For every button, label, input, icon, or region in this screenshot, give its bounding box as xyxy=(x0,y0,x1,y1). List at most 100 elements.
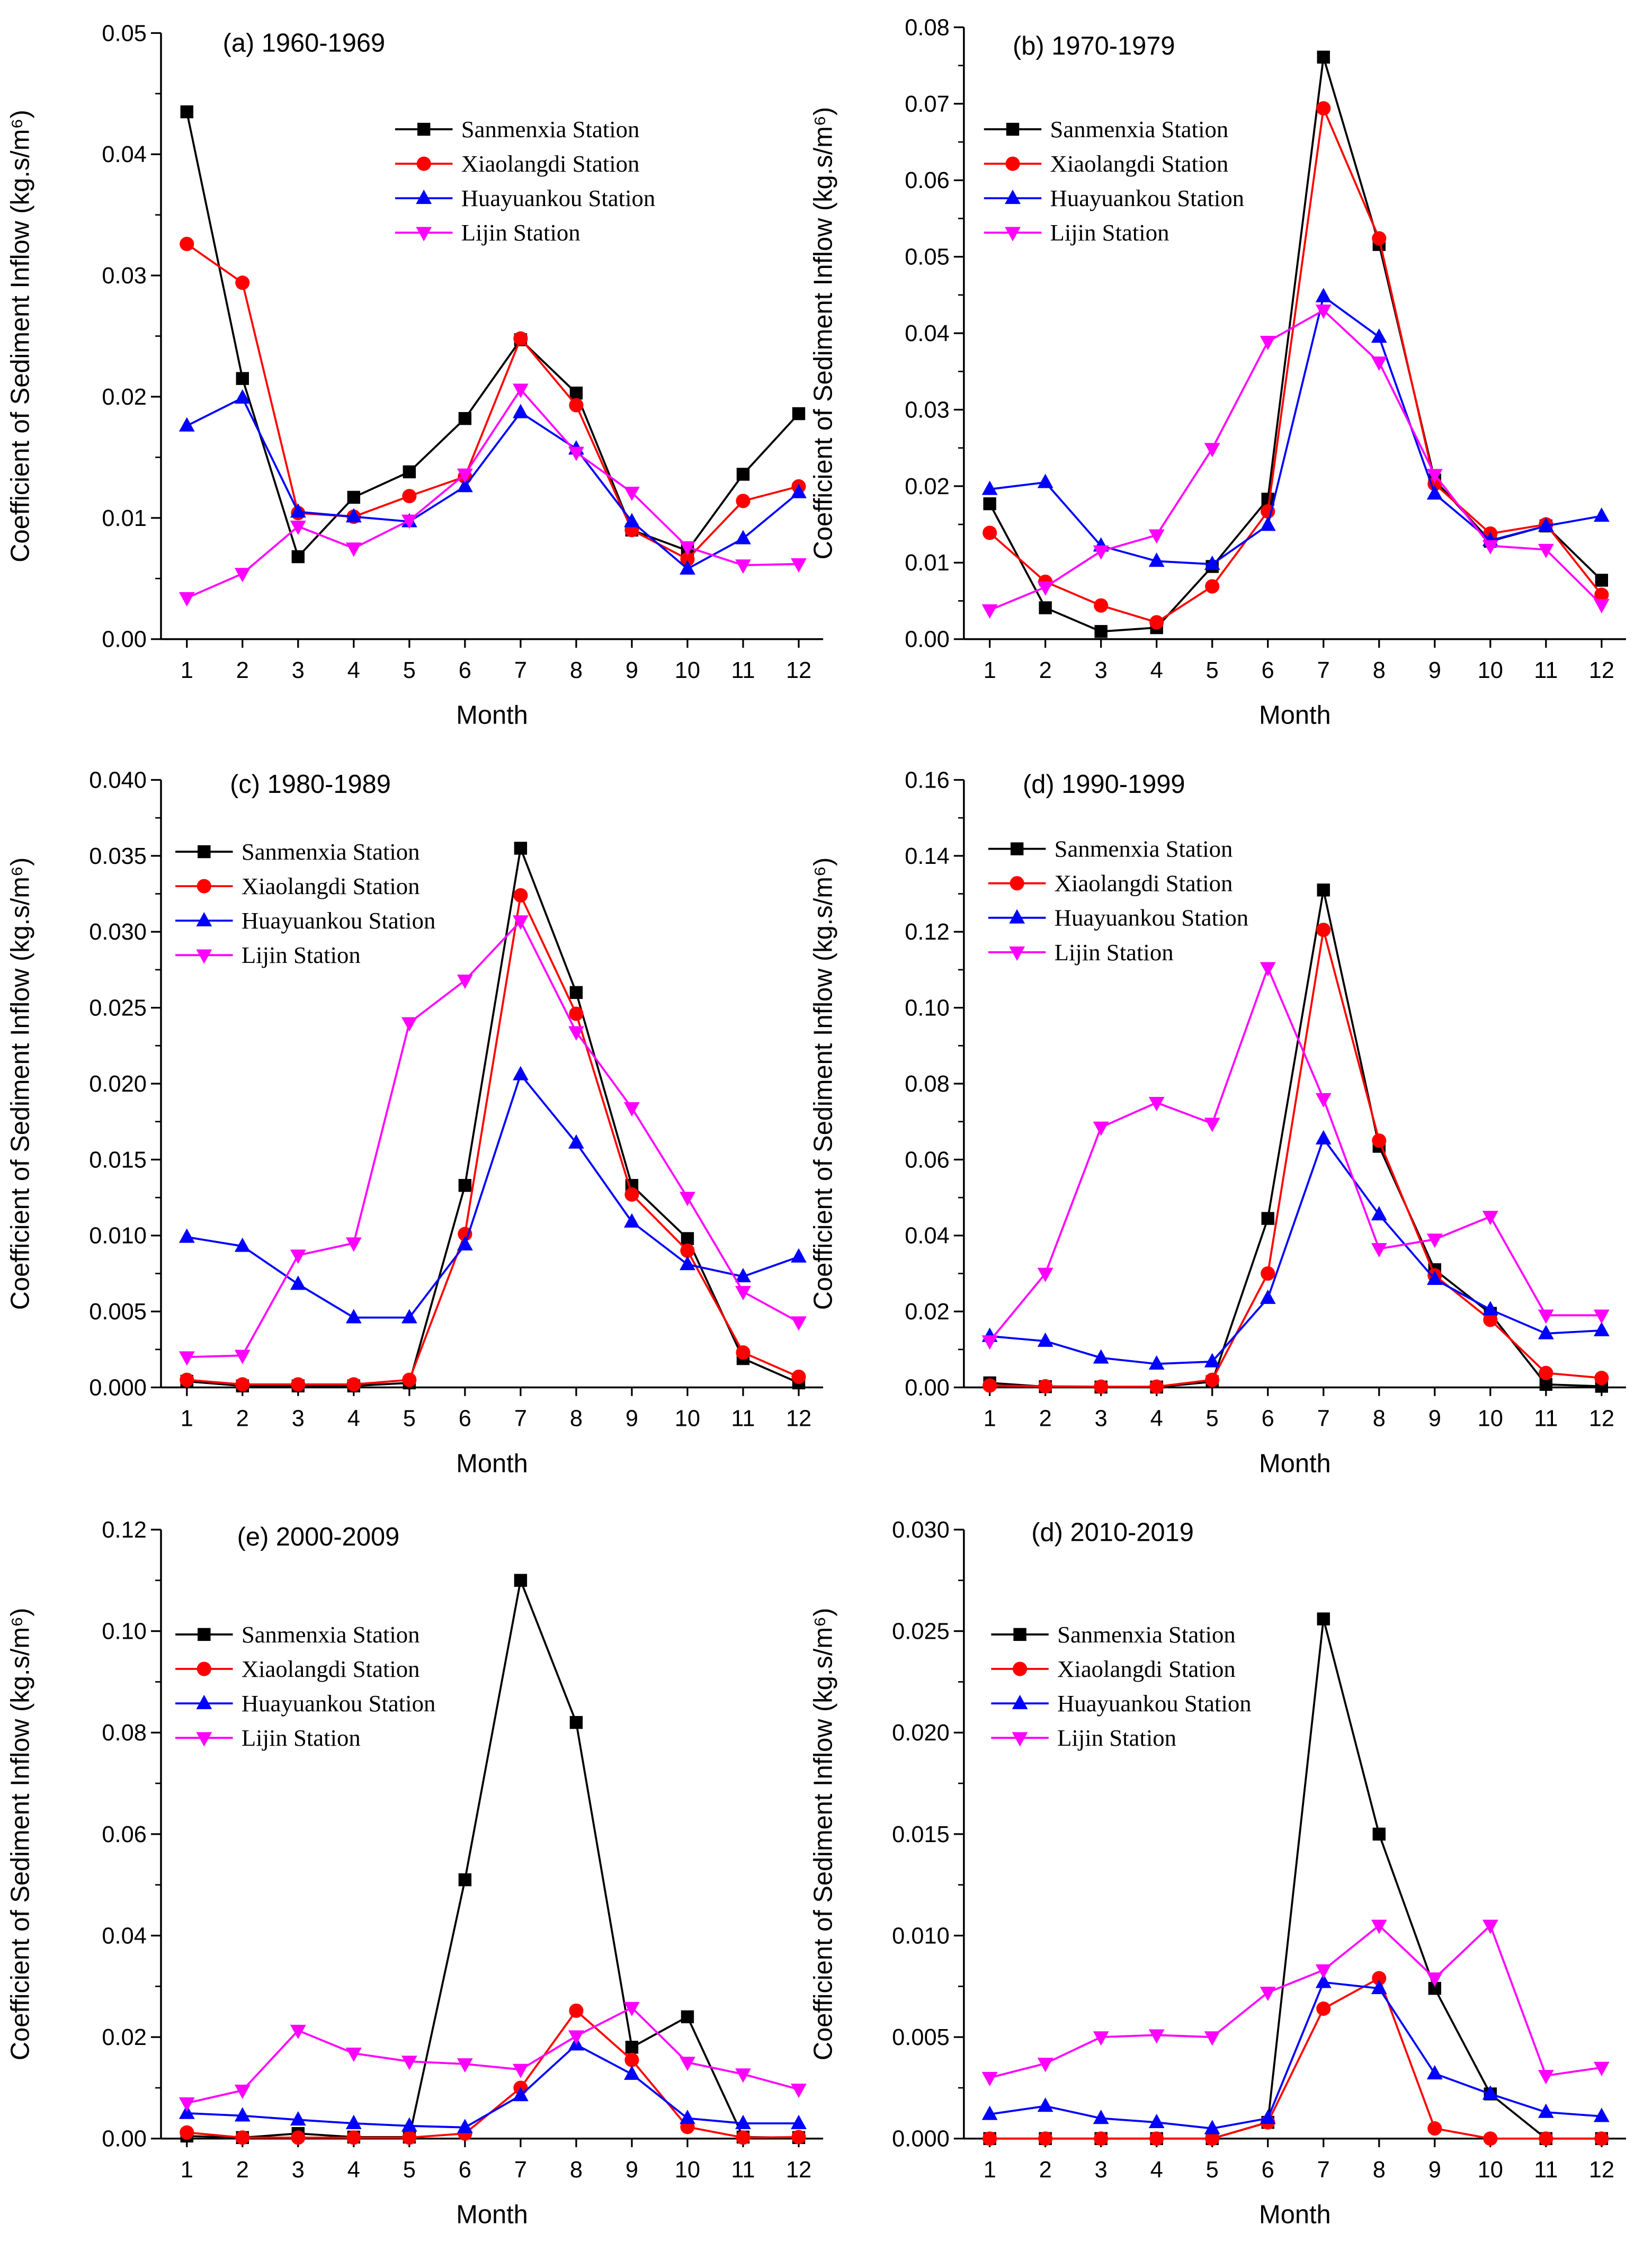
series-xiaolangdi-station xyxy=(180,2003,806,2145)
chart-title: (e) 2000-2009 xyxy=(237,1523,400,1551)
data-point xyxy=(234,2084,251,2100)
data-point xyxy=(680,1255,695,1271)
data-point xyxy=(624,486,640,502)
legend-entry: Sanmenxia Station xyxy=(988,836,1233,862)
series-line xyxy=(186,1072,799,1319)
data-point xyxy=(512,2087,529,2102)
chart-title: (d) 2010-2019 xyxy=(1031,1519,1194,1547)
x-tick-label: 1 xyxy=(181,1406,193,1432)
data-point xyxy=(1426,2065,1443,2079)
data-point xyxy=(1093,2031,1109,2046)
data-point xyxy=(512,2064,529,2078)
series-line xyxy=(185,111,800,559)
legend-marker xyxy=(416,227,432,242)
data-point xyxy=(1593,1321,1610,1336)
series-line xyxy=(186,243,799,561)
data-point xyxy=(1593,2107,1610,2122)
y-tick-label: 0.00 xyxy=(905,627,949,653)
data-point xyxy=(458,412,472,425)
legend-entry: Sanmenxia Station xyxy=(175,1621,420,1648)
data-point xyxy=(401,1017,417,1032)
data-point xyxy=(1315,1130,1332,1145)
chart-title: (c) 1980-1989 xyxy=(230,770,391,799)
x-tick-label: 6 xyxy=(459,1406,471,1432)
data-point xyxy=(290,1275,306,1290)
legend-marker xyxy=(1005,156,1020,171)
data-point xyxy=(1038,2131,1053,2146)
x-tick-label: 2 xyxy=(236,658,249,683)
data-point xyxy=(1037,2097,1053,2112)
data-point xyxy=(347,490,361,504)
legend-entry: Xiaolangdi Station xyxy=(175,873,420,899)
data-point xyxy=(178,2097,195,2112)
data-point xyxy=(981,604,998,619)
x-tick-label: 4 xyxy=(1150,2157,1163,2183)
data-point xyxy=(290,1249,306,1264)
legend-label: Huayuankou Station xyxy=(1050,185,1245,211)
y-tick-label: 0.08 xyxy=(102,1720,146,1746)
data-point xyxy=(458,1227,472,1241)
legend-marker xyxy=(1012,1732,1028,1747)
legend-label: Huayuankou Station xyxy=(1055,905,1249,931)
data-point xyxy=(983,525,997,540)
legend-marker xyxy=(1006,122,1020,136)
y-tick-label: 0.12 xyxy=(102,1517,146,1543)
x-axis-label: Month xyxy=(1259,2201,1331,2229)
data-point xyxy=(1371,1243,1387,1258)
data-point xyxy=(1539,2131,1553,2146)
x-tick-label: 4 xyxy=(347,658,360,683)
x-tick-label: 12 xyxy=(1589,1406,1614,1432)
legend-marker xyxy=(1012,1694,1028,1709)
y-tick-label: 0.14 xyxy=(905,844,949,869)
x-tick-label: 9 xyxy=(626,2157,638,2183)
y-tick-label: 0.030 xyxy=(892,1517,950,1543)
legend-marker xyxy=(196,1694,212,1709)
data-point xyxy=(402,2130,417,2145)
data-point xyxy=(680,1243,695,1258)
data-point xyxy=(1482,540,1498,555)
data-point xyxy=(735,1267,751,1283)
data-point xyxy=(1593,599,1610,614)
data-point xyxy=(1594,1371,1609,1386)
series-xiaolangdi-station xyxy=(983,1971,1609,2146)
data-point xyxy=(1148,2113,1165,2128)
y-tick-label: 0.03 xyxy=(905,397,949,423)
data-point xyxy=(1372,231,1387,246)
data-point xyxy=(568,1026,584,1041)
data-point xyxy=(735,559,751,574)
data-point xyxy=(624,2065,640,2080)
y-tick-label: 0.020 xyxy=(89,1071,147,1097)
x-tick-label: 6 xyxy=(1262,2157,1274,2183)
legend-marker xyxy=(1013,1628,1026,1641)
y-tick-label: 0.06 xyxy=(905,1147,949,1173)
y-tick-label: 0.10 xyxy=(905,996,949,1021)
y-axis-label: Coefficient of Sediment Inflow (kg.s/m⁶) xyxy=(6,1608,34,2061)
legend-marker xyxy=(196,912,212,927)
x-tick-label: 4 xyxy=(1150,1406,1163,1432)
data-point xyxy=(178,2104,195,2119)
data-point xyxy=(234,1350,251,1364)
data-point xyxy=(1426,1234,1443,1248)
legend-marker xyxy=(417,122,431,136)
data-point xyxy=(1482,1919,1498,1934)
x-tick-label: 3 xyxy=(1095,1406,1108,1432)
x-tick-label: 3 xyxy=(292,2157,305,2183)
series-line xyxy=(186,844,799,1387)
series-huayuankou-station xyxy=(981,288,1610,570)
x-tick-label: 7 xyxy=(514,658,527,683)
data-point xyxy=(514,842,528,855)
x-tick-label: 8 xyxy=(570,1406,583,1432)
data-point xyxy=(680,541,695,556)
data-point xyxy=(1483,1312,1498,1327)
data-point xyxy=(345,508,362,523)
y-tick-label: 0.00 xyxy=(102,2127,146,2152)
data-point xyxy=(1371,1919,1387,1934)
legend-marker xyxy=(197,1662,211,1676)
x-tick-label: 5 xyxy=(403,1406,416,1432)
legend-entry: Sanmenxia Station xyxy=(395,116,639,142)
data-point xyxy=(345,2047,362,2062)
data-point xyxy=(1205,2131,1220,2146)
data-point xyxy=(1538,1325,1554,1339)
series-line xyxy=(988,57,1603,633)
data-point xyxy=(569,398,584,413)
